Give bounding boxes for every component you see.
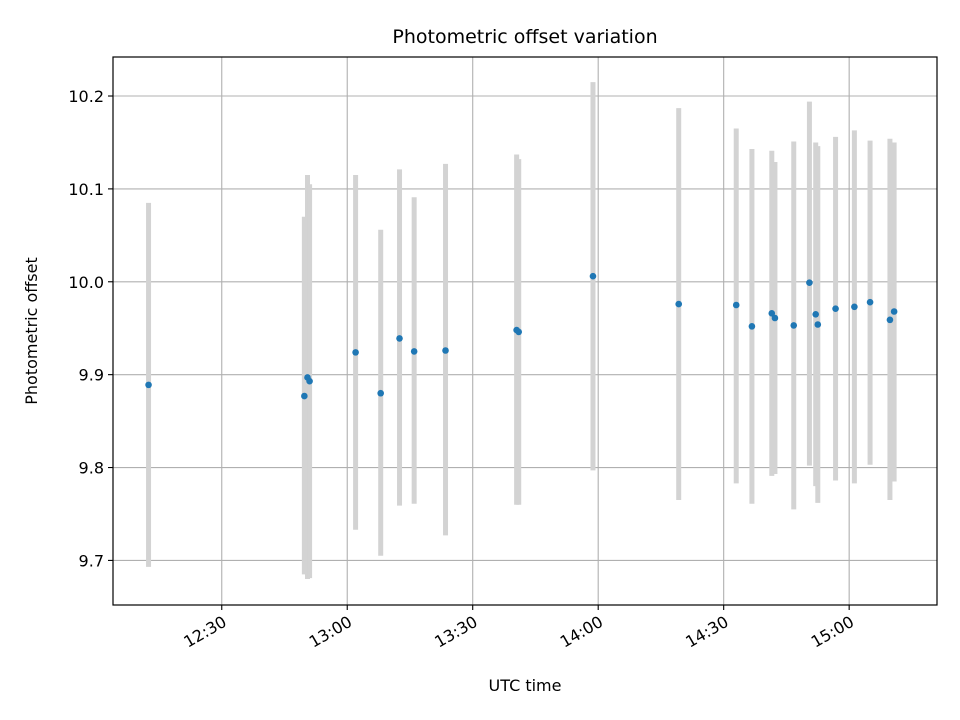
data-point xyxy=(890,308,898,315)
chart-title: Photometric offset variation xyxy=(392,26,657,48)
x-axis-title: UTC time xyxy=(489,676,562,695)
data-point xyxy=(812,310,820,318)
data-point xyxy=(396,335,403,342)
data-point xyxy=(589,272,597,280)
data-point xyxy=(301,392,308,400)
data-point xyxy=(748,323,756,330)
y-tick-label: 10.2 xyxy=(68,87,104,106)
data-point xyxy=(866,298,874,306)
data-point xyxy=(814,321,822,328)
data-point xyxy=(515,328,523,336)
data-point xyxy=(145,381,152,389)
data-point xyxy=(790,322,798,329)
y-tick-label: 9.8 xyxy=(79,459,104,478)
data-point xyxy=(886,316,894,324)
data-point xyxy=(732,301,740,309)
data-point xyxy=(806,279,813,287)
data-point xyxy=(768,310,776,317)
data-point xyxy=(771,314,779,322)
y-tick-label: 9.9 xyxy=(79,366,104,385)
y-axis-title: Photometric offset xyxy=(22,257,41,405)
data-point xyxy=(442,347,449,354)
data-point xyxy=(851,303,858,311)
y-tick-label: 9.7 xyxy=(79,551,104,570)
y-tick-label: 10.0 xyxy=(68,273,104,292)
y-tick-label: 10.1 xyxy=(68,180,104,199)
data-point xyxy=(675,300,683,308)
data-points xyxy=(145,272,898,400)
y-axis-ticks: 9.7 9.8 9.9 10.0 10.1 10.2 xyxy=(68,87,113,570)
data-point xyxy=(352,349,359,356)
data-point xyxy=(377,389,384,397)
data-point xyxy=(306,377,313,385)
data-point xyxy=(832,305,839,313)
data-point xyxy=(410,348,418,355)
grid xyxy=(113,57,937,605)
plot-frame xyxy=(112,56,938,606)
